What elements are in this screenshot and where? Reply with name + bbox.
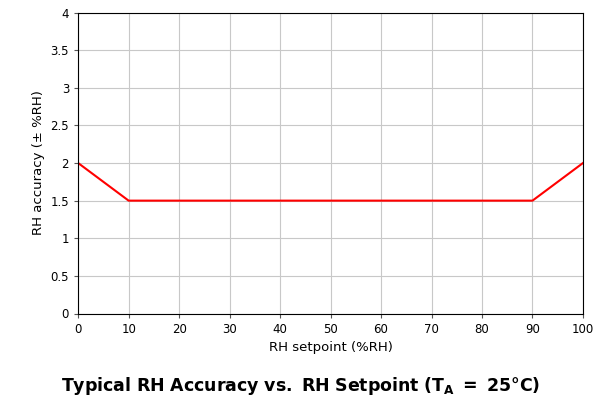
- Text: $\mathbf{Typical\ RH\ Accuracy\ vs.\ RH\ Setpoint\ (T_{A}\ =\ 25°C)}$: $\mathbf{Typical\ RH\ Accuracy\ vs.\ RH\…: [61, 375, 540, 397]
- X-axis label: RH setpoint (%RH): RH setpoint (%RH): [269, 341, 392, 354]
- Y-axis label: RH accuracy (± %RH): RH accuracy (± %RH): [32, 91, 45, 235]
